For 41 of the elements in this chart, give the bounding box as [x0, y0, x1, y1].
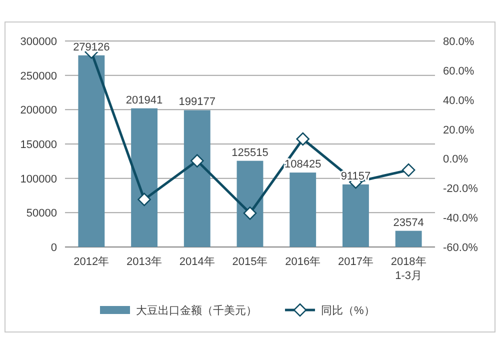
point [243, 206, 257, 220]
x-tick-label: 2012年 [74, 256, 110, 268]
x-tick-label: 2017年 [338, 256, 374, 268]
y2-tick-label: -60.0% [443, 242, 478, 254]
bar [184, 110, 210, 247]
legend-label: 大豆出口金额（千美元） [136, 304, 257, 317]
y-tick-label: 150000 [20, 139, 57, 151]
point [190, 154, 204, 168]
bar [290, 172, 316, 247]
bar [131, 108, 158, 247]
y2-tick-label: 0.0% [443, 154, 468, 166]
y-tick-label: 100000 [20, 173, 57, 186]
y2-tick-label: 60.0% [443, 65, 474, 78]
y2-tick-label: -20.0% [443, 183, 478, 196]
bar [342, 184, 369, 247]
bar [78, 55, 105, 247]
y-tick-label: 300000 [20, 36, 57, 48]
data-label: 201941 [126, 94, 163, 106]
x-tick-label: 2016年 [285, 256, 321, 268]
x-tick-label: 2018年 1-3月 [390, 256, 426, 282]
bar [236, 160, 264, 247]
data-label: 199177 [178, 96, 216, 108]
x-tick-label: 2013年 [126, 256, 162, 268]
bar [395, 230, 422, 247]
x-tick-label: 2014年 [179, 256, 215, 268]
y-tick-label: 250000 [20, 70, 57, 82]
y2-tick-label: 80.0% [443, 36, 474, 48]
data-label: 108425 [284, 158, 322, 171]
point [402, 163, 416, 177]
data-label: 23574 [393, 216, 424, 229]
y-tick-label: 200000 [20, 104, 57, 117]
point [138, 192, 151, 206]
y-tick-label: 50000 [26, 208, 57, 220]
x-tick-label: 2015年 [232, 256, 268, 268]
legend-label: 同比（%） [321, 304, 375, 317]
point [296, 132, 310, 146]
y-tick-label: 0 [50, 242, 57, 254]
data-label: 125515 [232, 146, 268, 159]
y2-tick-label: 40.0% [443, 94, 474, 107]
y2-tick-label: -40.0% [443, 212, 478, 225]
y2-tick-label: 20.0% [443, 124, 474, 136]
